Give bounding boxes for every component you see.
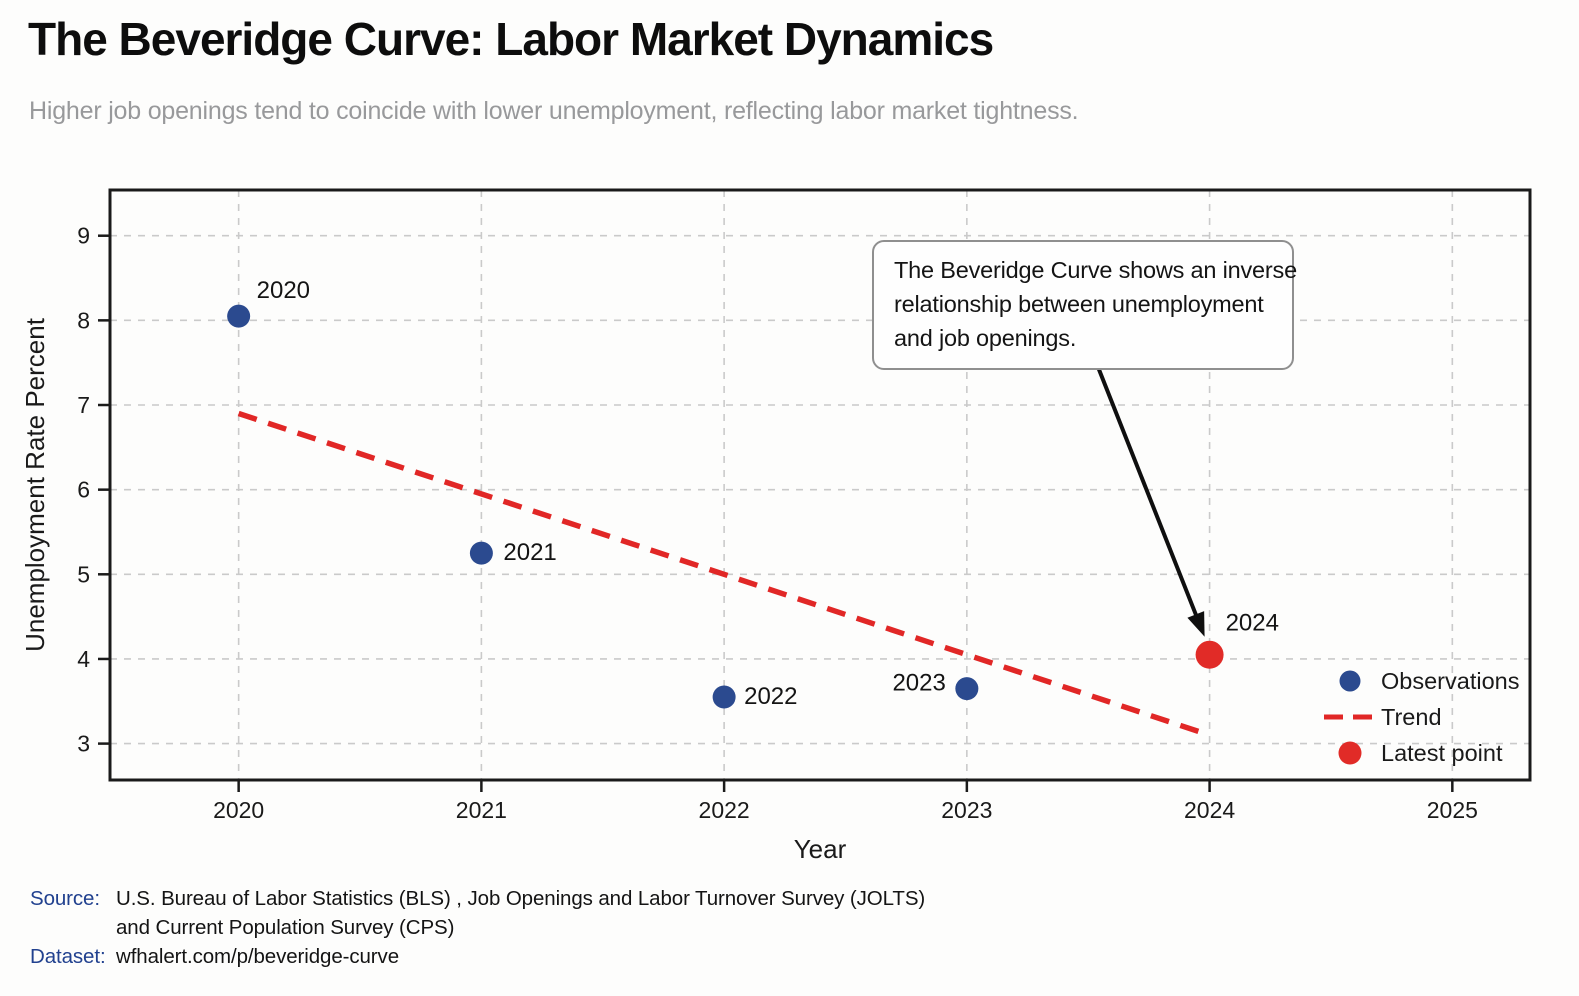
point-label-2024: 2024: [1226, 610, 1279, 637]
footer: Source: U.S. Bureau of Labor Statistics …: [30, 884, 925, 971]
x-tick-label-2023: 2023: [941, 797, 992, 823]
point-label-2023: 2023: [892, 670, 945, 697]
annotation-arrowhead: [1187, 611, 1205, 637]
data-point-2024: [1195, 640, 1224, 669]
trend-line: [237, 410, 1211, 738]
point-label-2022: 2022: [744, 683, 797, 710]
source-row: Source: U.S. Bureau of Labor Statistics …: [30, 884, 925, 913]
annotation-line: and job openings.: [894, 325, 1077, 351]
annotation-box: The Beveridge Curve shows an inverse rel…: [872, 240, 1297, 370]
page-subtitle: Higher job openings tend to coincide wit…: [29, 97, 1079, 125]
x-tick-label-2025: 2025: [1427, 797, 1478, 823]
dataset-row: Dataset: wfhalert.com/p/beveridge-curve: [30, 942, 925, 971]
data-point-2020: [227, 304, 251, 328]
page-title: The Beveridge Curve: Labor Market Dynami…: [28, 13, 994, 65]
legend-label-latest-point: Latest point: [1381, 740, 1503, 766]
y-tick-label-6: 6: [77, 477, 90, 503]
point-label-2020: 2020: [257, 277, 310, 304]
annotation-arrow: [1096, 366, 1202, 625]
source-label: Source:: [30, 887, 100, 910]
y-axis-title: Unemployment Rate Percent: [20, 317, 50, 652]
x-tick-label-2024: 2024: [1184, 797, 1235, 823]
source-line-1: U.S. Bureau of Labor Statistics (BLS) , …: [116, 887, 926, 910]
dataset-value: wfhalert.com/p/beveridge-curve: [116, 945, 399, 968]
x-axis-title: Year: [794, 834, 847, 864]
y-tick-label-5: 5: [77, 561, 90, 587]
plot-background: [110, 190, 1530, 780]
y-tick-label-4: 4: [77, 646, 90, 672]
data-point-2022: [712, 685, 736, 709]
legend-label-observations: Observations: [1381, 668, 1519, 694]
y-tick-label-9: 9: [77, 223, 90, 249]
source-label-spacer: [30, 913, 116, 942]
plot-border: [108, 188, 1532, 782]
dataset-label: Dataset:: [30, 945, 106, 968]
x-tick-label-2021: 2021: [456, 797, 507, 823]
y-tick-label-3: 3: [77, 731, 90, 757]
annotation-line: relationship between unemployment: [894, 291, 1264, 317]
legend-marker-observations: [1339, 670, 1361, 692]
legend-marker-latest-point: [1338, 741, 1362, 765]
legend-label-trend: Trend: [1381, 704, 1442, 730]
y-tick-label-8: 8: [77, 307, 90, 333]
annotation-line: The Beveridge Curve shows an inverse: [894, 257, 1297, 283]
data-point-2021: [469, 541, 493, 565]
y-tick-label-7: 7: [77, 392, 90, 418]
data-point-2023: [955, 677, 979, 701]
source-row-2: and Current Population Survey (CPS): [30, 913, 925, 942]
point-label-2021: 2021: [503, 539, 556, 566]
x-tick-label-2020: 2020: [213, 797, 264, 823]
source-line-2: and Current Population Survey (CPS): [116, 916, 455, 939]
x-tick-label-2022: 2022: [699, 797, 750, 823]
